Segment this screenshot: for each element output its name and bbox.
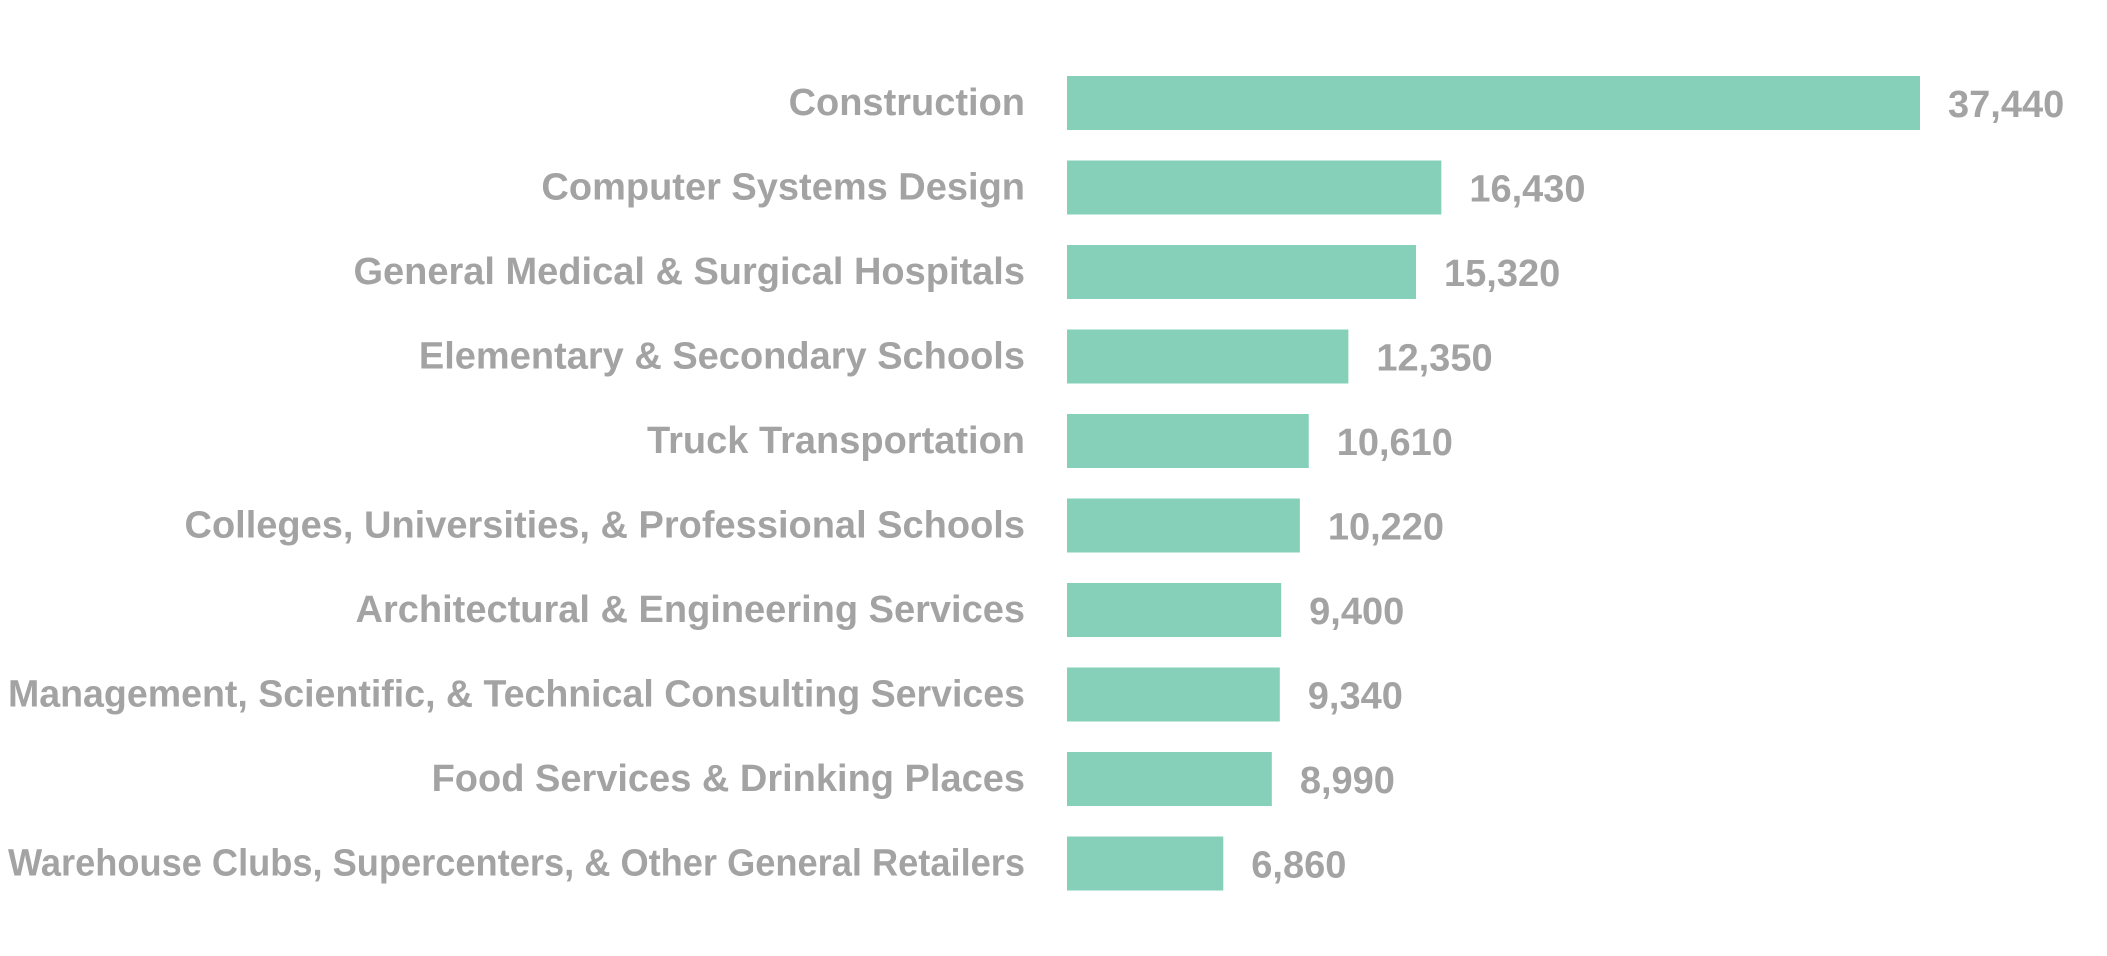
category-label: Truck Transportation (647, 420, 1025, 462)
category-label: Food Services & Drinking Places (432, 758, 1025, 800)
value-label: 16,430 (1469, 169, 1585, 211)
bars (1067, 76, 1920, 891)
value-label: 10,220 (1328, 507, 1444, 549)
category-label: Construction (789, 82, 1025, 124)
bar (1067, 667, 1280, 722)
value-label: 9,400 (1309, 591, 1404, 633)
value-label: 9,340 (1308, 676, 1403, 718)
value-label: 6,860 (1251, 845, 1346, 887)
value-label: 10,610 (1337, 422, 1453, 464)
category-label: Computer Systems Design (541, 167, 1025, 209)
bar (1067, 414, 1309, 468)
category-label: Management, Scientific, & Technical Cons… (8, 674, 1025, 716)
category-label: Architectural & Engineering Services (356, 589, 1025, 631)
value-labels: 37,440 16,430 15,320 12,350 10,610 10,220 9,40… (1251, 84, 2064, 887)
bar (1067, 160, 1442, 215)
category-label: Colleges, Universities, & Professional S… (185, 505, 1026, 547)
category-label: Elementary & Secondary Schools (419, 336, 1025, 378)
bar (1067, 76, 1920, 130)
bar (1067, 329, 1349, 384)
category-label: General Medical & Surgical Hospitals (353, 251, 1025, 293)
bar (1067, 245, 1417, 299)
bar (1067, 836, 1224, 891)
bar (1067, 498, 1300, 553)
category-label: Warehouse Clubs, Supercenters, & Other G… (8, 843, 1025, 885)
value-label: 37,440 (1948, 84, 2064, 126)
category-labels: Construction Computer Systems Design Gener… (8, 82, 1025, 885)
bar (1067, 583, 1282, 637)
value-label: 12,350 (1376, 338, 1492, 380)
value-label: 15,320 (1444, 253, 1560, 295)
bar (1067, 752, 1272, 806)
value-label: 8,990 (1300, 760, 1395, 802)
